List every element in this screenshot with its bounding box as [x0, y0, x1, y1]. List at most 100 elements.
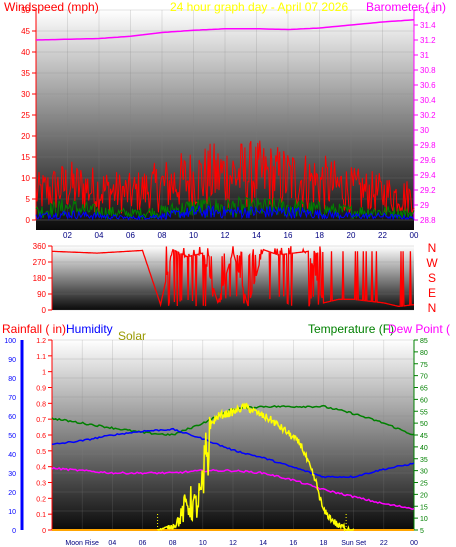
chart-title: 24 hour graph day - April 07 2026 — [170, 0, 348, 14]
direction-marks — [51, 246, 415, 308]
barometer-tick-label: 30.2 — [420, 111, 436, 120]
time-tick-label: 18 — [315, 231, 324, 240]
dew-point-label: Dew Point ( — [388, 322, 450, 336]
windspeed-tick-label: 30 — [21, 90, 30, 99]
temperature-tick-label: 50 — [420, 421, 428, 428]
temperature-tick-label: 45 — [420, 433, 428, 440]
direction-tick-label: 180 — [33, 274, 47, 283]
barometer-label: Barometer ( in) — [366, 0, 446, 14]
rainfall-tick-label: 1.2 — [36, 338, 46, 345]
time-tick-label: 12 — [221, 231, 230, 240]
rainfall-tick-label: 0.4 — [36, 465, 46, 472]
humidity-tick-label: 20 — [8, 490, 16, 497]
temperature-tick-label: 40 — [420, 445, 428, 452]
time-tick-label: 16 — [289, 540, 297, 547]
windspeed-tick-label: 35 — [21, 69, 30, 78]
temperature-tick-label: 20 — [420, 492, 428, 499]
compass-label: E — [428, 286, 436, 300]
temperature-tick-label: 60 — [420, 397, 428, 404]
barometer-tick-label: 31.4 — [420, 21, 436, 30]
temperature-tick-label: 70 — [420, 374, 428, 381]
temperature-series — [51, 404, 415, 437]
windspeed-tick-label: 45 — [21, 27, 30, 36]
direction-tick-label: 270 — [33, 258, 47, 267]
weather-panel-marks — [51, 402, 415, 532]
barometer-tick-label: 30 — [420, 126, 429, 135]
rainfall-tick-label: 1 — [42, 370, 46, 377]
time-tick-label: 06 — [139, 540, 147, 547]
windspeed-tick-label: 20 — [21, 132, 30, 141]
temperature-tick-label: 10 — [420, 516, 428, 523]
time-tick-label: 14 — [259, 540, 267, 547]
time-tick-label: Moon Rise — [65, 540, 99, 547]
windspeed-tick-label: 0 — [26, 216, 31, 225]
time-tick-label: 08 — [158, 231, 167, 240]
windspeed-tick-label: 5 — [26, 195, 31, 204]
direction-panel-grid — [52, 245, 414, 311]
humidity-tick-label: 90 — [8, 357, 16, 364]
temperature-tick-label: 15 — [420, 504, 428, 511]
humidity-tick-label: 40 — [8, 452, 16, 459]
barometer-series — [35, 19, 415, 41]
compass-label: N — [428, 241, 437, 255]
temperature-tick-label: 5 — [420, 528, 424, 535]
rainfall-tick-label: 0.9 — [36, 386, 46, 393]
dew-point-series — [51, 466, 415, 510]
rainfall-tick-label: 0.1 — [36, 512, 46, 519]
temperature-label: Temperature (F) — [308, 322, 394, 336]
temperature-tick-label: 35 — [420, 457, 428, 464]
rainfall-tick-label: 0.6 — [36, 433, 46, 440]
humidity-tick-label: 50 — [8, 433, 16, 440]
temperature-tick-label: 65 — [420, 386, 428, 393]
rainfall-tick-label: 1.1 — [36, 354, 46, 361]
temperature-tick-label: 85 — [420, 338, 428, 345]
humidity-tick-label: 80 — [8, 376, 16, 383]
solar-series — [157, 402, 355, 532]
barometer-tick-label: 31 — [420, 51, 429, 60]
temperature-tick-label: 25 — [420, 481, 428, 488]
windspeed-tick-label: 50 — [21, 6, 30, 15]
barometer-tick-label: 29.6 — [420, 156, 436, 165]
time-tick-label: 04 — [108, 540, 116, 547]
barometer-tick-label: 30.8 — [420, 66, 436, 75]
temperature-axis: 5 10 15 20 25 30 35 40 45 50 55 60 65 70 75 80 85 — [413, 338, 428, 535]
temperature-tick-label: 80 — [420, 350, 428, 357]
temperature-tick-label: 55 — [420, 409, 428, 416]
barometer-tick-label: 31.6 — [420, 6, 436, 15]
compass-label: W — [426, 256, 438, 270]
humidity-tick-label: 60 — [8, 414, 16, 421]
humidity-axis: 0 10 20 30 40 50 60 70 80 90 100 — [4, 338, 24, 535]
rainfall-tick-label: 0 — [42, 528, 46, 535]
windspeed-tick-label: 15 — [21, 153, 30, 162]
wind-panel-grid — [36, 9, 415, 221]
humidity-label: Humidity — [66, 322, 113, 336]
time-tick-label: 16 — [284, 231, 293, 240]
time-tick-label: 00 — [410, 540, 418, 547]
direction-axis: 0 90 180 270 360 — [33, 242, 53, 315]
humidity-tick-label: 30 — [8, 471, 16, 478]
compass-label: S — [428, 271, 436, 285]
temperature-tick-label: 30 — [420, 469, 428, 476]
rainfall-tick-label: 0.7 — [36, 417, 46, 424]
barometer-tick-label: 31.2 — [420, 36, 436, 45]
windspeed-tick-label: 10 — [21, 174, 30, 183]
weather-time-axis: Moon Rise 04 06 08 10 12 14 16 18 Sun Set 22 00 — [65, 540, 418, 547]
time-tick-label: 04 — [95, 231, 104, 240]
humidity-tick-label: 0 — [12, 528, 16, 535]
barometer-tick-label: 29.2 — [420, 186, 436, 195]
windspeed-axis: 0 5 10 15 20 25 30 35 40 45 50 — [21, 6, 37, 225]
time-tick-label: 08 — [169, 540, 177, 547]
wind-time-axis: 02 04 06 08 10 12 14 16 18 20 22 00 — [36, 219, 419, 240]
windspeed-label: Windspeed (mph) — [4, 0, 99, 14]
rainfall-tick-label: 0.2 — [36, 496, 46, 503]
time-tick-label: 20 — [347, 231, 356, 240]
direction-tick-label: 0 — [42, 306, 47, 315]
humidity-tick-label: 10 — [8, 509, 16, 516]
time-tick-label: Sun Set — [341, 540, 366, 547]
wind-gust-series — [35, 140, 415, 215]
direction-tick-label: 360 — [33, 242, 47, 251]
wind-speed-series — [35, 195, 415, 221]
time-tick-label: 18 — [320, 540, 328, 547]
barometer-tick-label: 29 — [420, 201, 429, 210]
time-tick-label: 00 — [410, 231, 419, 240]
